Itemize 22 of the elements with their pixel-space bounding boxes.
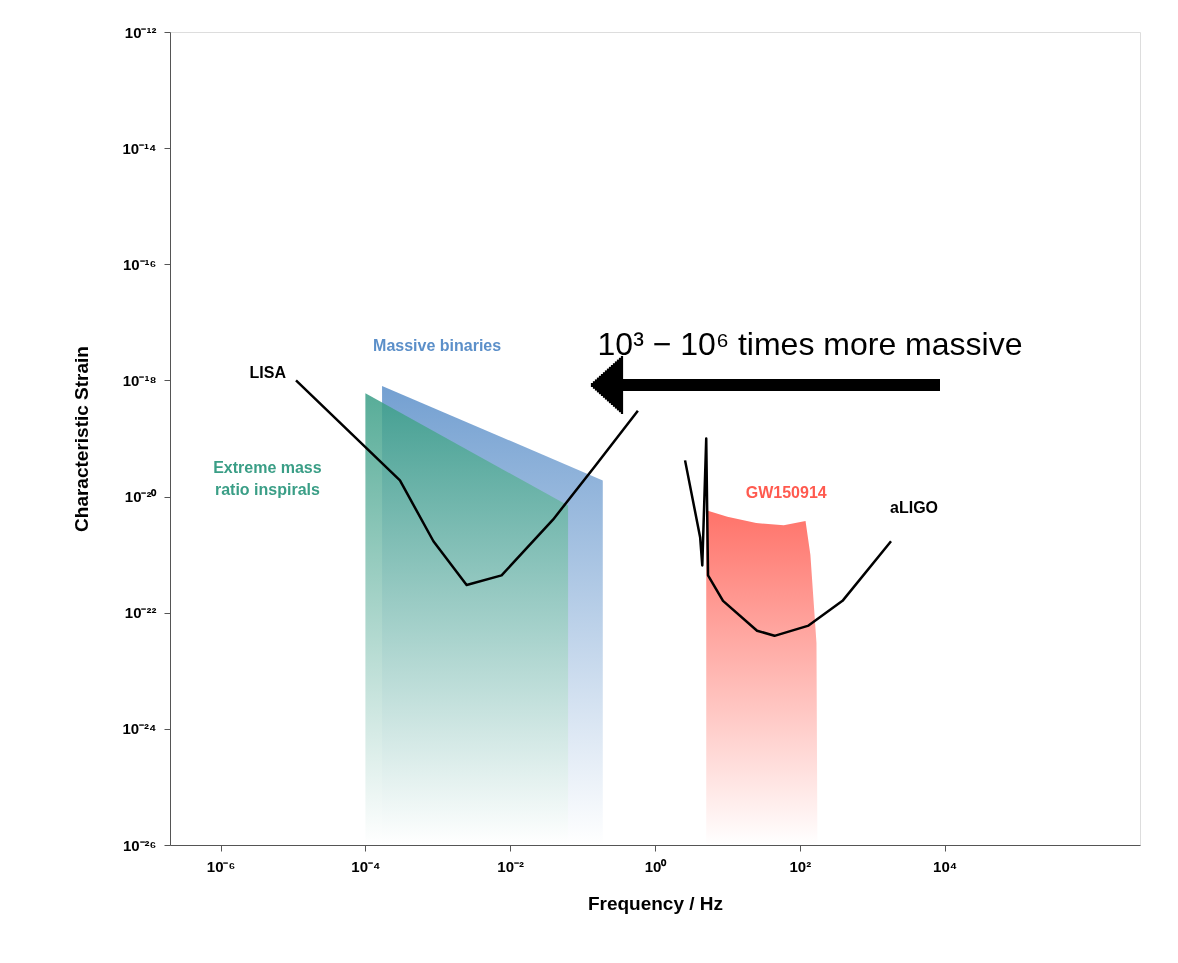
x-tick-label: 10⁻⁴ xyxy=(351,857,381,875)
y-tick-label: 10⁻¹⁸ xyxy=(122,371,157,389)
series-label: LISA xyxy=(249,364,287,382)
y-tick-label: 10⁻¹⁶ xyxy=(122,255,157,273)
text: Extreme mass ratio inspirals xyxy=(213,459,322,499)
x-axis-title: Frequency / Hz xyxy=(587,892,724,914)
x-tick-label: 10⁻² xyxy=(497,857,525,875)
y-tick-label: 10⁻²⁶ xyxy=(122,836,157,854)
x-tick-label: 10⁴ xyxy=(933,857,958,875)
x-tick-label: 10⁻⁶ xyxy=(206,857,236,875)
y-tick-label: 10⁻²⁰ xyxy=(124,488,158,506)
y-tick-label: 10⁻²⁴ xyxy=(122,720,157,738)
series-label: GW150914 xyxy=(745,484,827,502)
x-tick-label: 10² xyxy=(789,857,812,875)
text: Massive binaries xyxy=(373,337,502,355)
y-tick-label: 10⁻²² xyxy=(124,604,157,622)
y-axis-title: Characteristic Strain xyxy=(71,346,93,532)
y-tick-label: 10⁻¹⁴ xyxy=(122,139,157,157)
annotation: 10³ − 10⁶ times more massive xyxy=(597,326,1023,362)
y-tick-label: 10⁻¹² xyxy=(124,23,157,41)
x-tick-label: 10⁰ xyxy=(644,857,668,875)
series-label: aLIGO xyxy=(890,499,939,517)
